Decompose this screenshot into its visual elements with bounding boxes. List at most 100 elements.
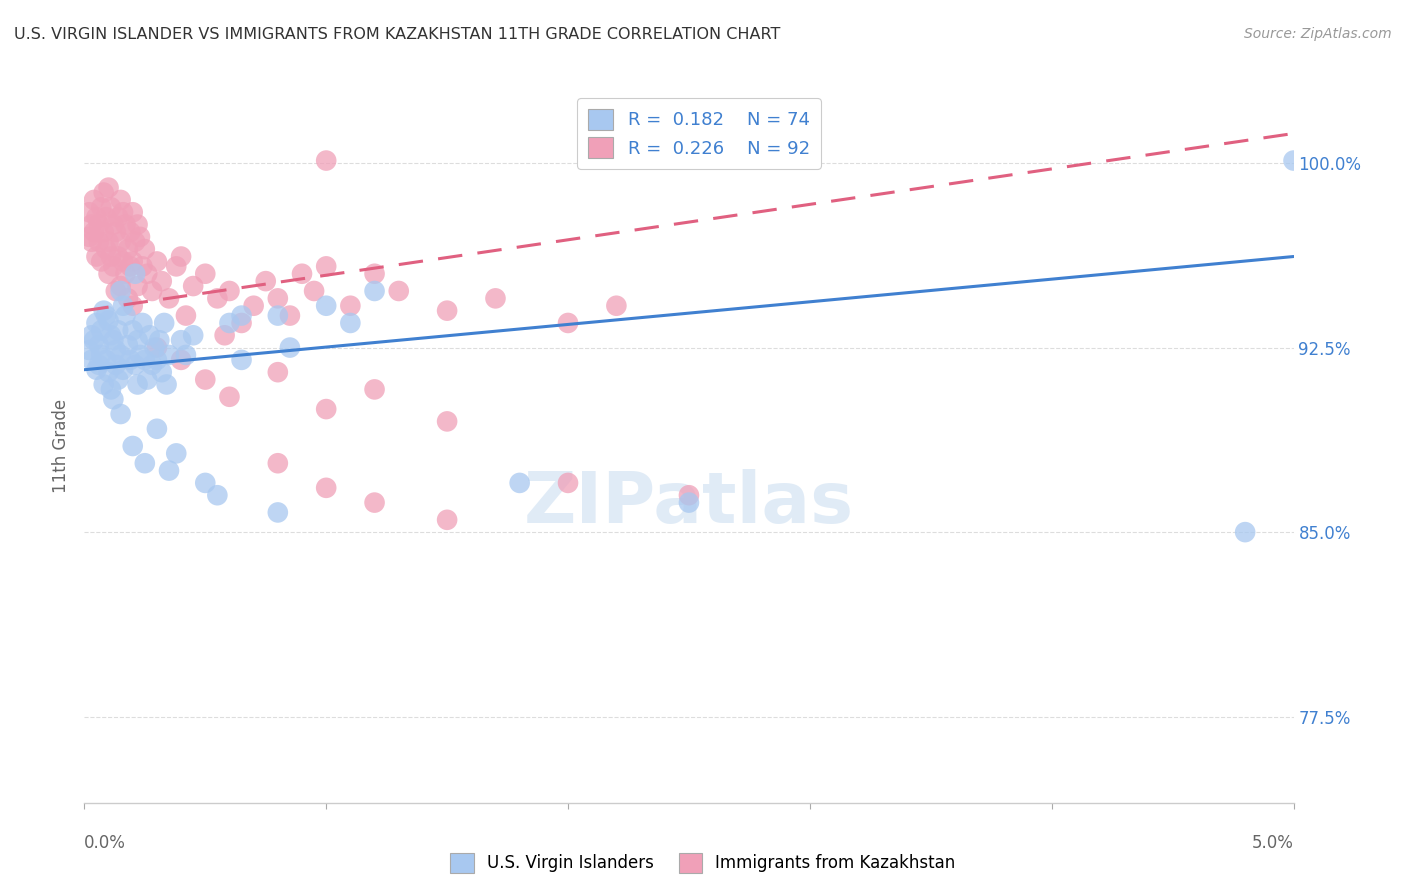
Point xyxy=(363,284,385,298)
Point xyxy=(103,333,125,347)
Point xyxy=(148,333,170,347)
Point xyxy=(194,267,217,281)
Point xyxy=(121,254,143,268)
Point xyxy=(136,267,159,281)
Point xyxy=(174,309,197,323)
Point xyxy=(363,267,385,281)
Point xyxy=(127,377,149,392)
Point xyxy=(80,352,103,367)
Point xyxy=(363,495,385,509)
Y-axis label: 11th Grade: 11th Grade xyxy=(52,399,70,493)
Point xyxy=(77,205,100,219)
Point xyxy=(605,299,627,313)
Point xyxy=(207,488,229,502)
Point xyxy=(143,341,166,355)
Point xyxy=(315,153,337,168)
Point xyxy=(146,254,169,268)
Point xyxy=(388,284,411,298)
Point xyxy=(267,456,290,470)
Point xyxy=(77,230,100,244)
Point xyxy=(110,284,132,298)
Point xyxy=(134,352,156,367)
Point xyxy=(120,352,142,367)
Point xyxy=(90,200,112,214)
Point xyxy=(315,299,337,313)
Point xyxy=(90,323,112,337)
Point xyxy=(94,352,117,367)
Point xyxy=(93,225,115,239)
Point xyxy=(127,333,149,347)
Point xyxy=(121,439,143,453)
Point xyxy=(134,456,156,470)
Text: U.S. VIRGIN ISLANDER VS IMMIGRANTS FROM KAZAKHSTAN 11TH GRADE CORRELATION CHART: U.S. VIRGIN ISLANDER VS IMMIGRANTS FROM … xyxy=(14,27,780,42)
Text: 0.0%: 0.0% xyxy=(84,834,127,852)
Point xyxy=(83,333,105,347)
Point xyxy=(150,365,173,379)
Point xyxy=(100,328,122,343)
Point xyxy=(114,218,136,232)
Point xyxy=(97,267,120,281)
Point xyxy=(174,348,197,362)
Point xyxy=(436,414,458,428)
Point xyxy=(231,352,253,367)
Point xyxy=(218,316,240,330)
Point xyxy=(90,348,112,362)
Point xyxy=(141,358,163,372)
Point xyxy=(103,260,125,274)
Point xyxy=(315,260,337,274)
Point xyxy=(267,309,290,323)
Point xyxy=(80,328,103,343)
Point xyxy=(146,422,169,436)
Point xyxy=(112,299,135,313)
Point xyxy=(110,348,132,362)
Point xyxy=(94,210,117,224)
Point xyxy=(157,291,180,305)
Point xyxy=(181,279,204,293)
Point xyxy=(100,250,122,264)
Point xyxy=(153,316,176,330)
Point xyxy=(100,383,122,397)
Point xyxy=(112,205,135,219)
Point xyxy=(129,348,152,362)
Point xyxy=(267,365,290,379)
Point xyxy=(104,343,127,357)
Point xyxy=(94,242,117,256)
Legend: R =  0.182    N = 74, R =  0.226    N = 92: R = 0.182 N = 74, R = 0.226 N = 92 xyxy=(576,98,821,169)
Point xyxy=(103,392,125,407)
Point xyxy=(557,475,579,490)
Point xyxy=(1234,525,1257,540)
Point xyxy=(86,210,108,224)
Point xyxy=(127,218,149,232)
Point xyxy=(83,193,105,207)
Point xyxy=(254,274,277,288)
Point xyxy=(94,309,117,323)
Point xyxy=(112,254,135,268)
Point xyxy=(170,333,193,347)
Point xyxy=(93,377,115,392)
Point xyxy=(302,284,325,298)
Point xyxy=(110,407,132,421)
Point xyxy=(107,373,129,387)
Point xyxy=(107,250,129,264)
Point xyxy=(87,338,110,352)
Point xyxy=(100,200,122,214)
Point xyxy=(124,267,146,281)
Point xyxy=(110,279,132,293)
Point xyxy=(87,235,110,249)
Point xyxy=(129,230,152,244)
Point xyxy=(124,358,146,372)
Point xyxy=(509,475,531,490)
Point xyxy=(86,316,108,330)
Point xyxy=(557,316,579,330)
Point xyxy=(107,323,129,337)
Point xyxy=(121,323,143,337)
Point xyxy=(134,242,156,256)
Point xyxy=(157,348,180,362)
Point xyxy=(117,338,139,352)
Point xyxy=(124,235,146,249)
Text: ZIPatlas: ZIPatlas xyxy=(524,468,853,538)
Point xyxy=(127,279,149,293)
Point xyxy=(117,291,139,305)
Point xyxy=(436,303,458,318)
Point xyxy=(170,250,193,264)
